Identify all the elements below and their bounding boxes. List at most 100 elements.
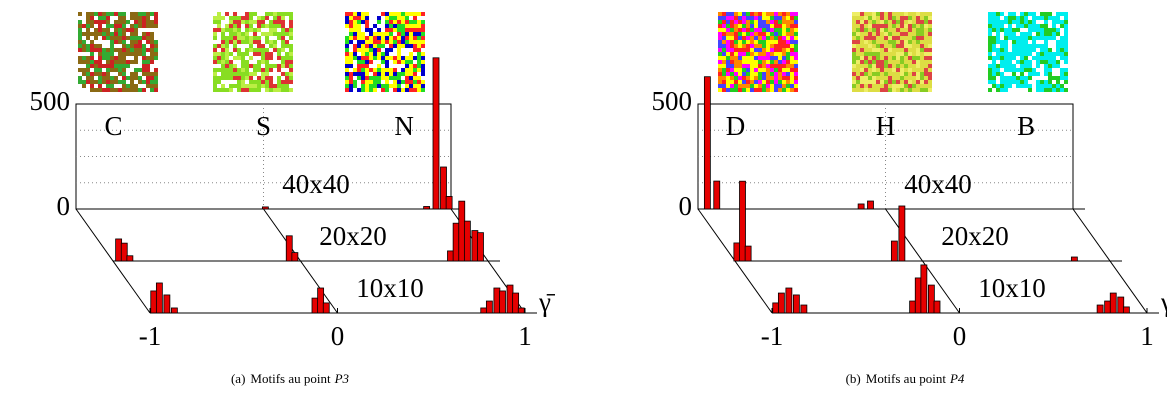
- pattern-cell: [766, 56, 770, 60]
- pattern-cell: [245, 60, 249, 64]
- pattern-cell: [746, 12, 750, 16]
- pattern-cell: [417, 12, 421, 16]
- pattern-cell: [996, 48, 1000, 52]
- pattern-cell: [1056, 28, 1060, 32]
- pattern-cell: [896, 88, 900, 92]
- pattern-cell: [928, 88, 932, 92]
- pattern-cell: [353, 88, 357, 92]
- pattern-cell: [261, 68, 265, 72]
- pattern-cell: [233, 56, 237, 60]
- pattern-cell: [114, 32, 118, 36]
- pattern-cell: [928, 16, 932, 20]
- pattern-cell: [1036, 20, 1040, 24]
- pattern-cell: [876, 88, 880, 92]
- pattern-cell: [126, 80, 130, 84]
- pattern-cell: [794, 40, 798, 44]
- pattern-cell: [126, 88, 130, 92]
- pattern-cell: [134, 84, 138, 88]
- pattern-cell: [413, 16, 417, 20]
- pattern-cell: [118, 24, 122, 28]
- pattern-cell: [265, 64, 269, 68]
- pattern-cell: [130, 28, 134, 32]
- pattern-cell: [265, 88, 269, 92]
- pattern-cell: [393, 48, 397, 52]
- pattern-cell: [916, 64, 920, 68]
- pattern-cell: [884, 48, 888, 52]
- pattern-cell: [794, 84, 798, 88]
- pattern-cell: [381, 84, 385, 88]
- pattern-cell: [142, 12, 146, 16]
- pattern-cell: [888, 56, 892, 60]
- pattern-cell: [221, 28, 225, 32]
- pattern-cell: [722, 24, 726, 28]
- pattern-cell: [102, 88, 106, 92]
- pattern-cell: [257, 56, 261, 60]
- pattern-cell: [417, 64, 421, 68]
- pattern-cell: [908, 44, 912, 48]
- pattern-cell: [369, 88, 373, 92]
- pattern-cell: [750, 24, 754, 28]
- pattern-cell: [146, 60, 150, 64]
- pattern-cell: [150, 16, 154, 20]
- pattern-cell: [912, 76, 916, 80]
- pattern-cell: [1000, 84, 1004, 88]
- pattern-cell: [417, 56, 421, 60]
- pattern-cell: [253, 28, 257, 32]
- pattern-cell: [1004, 72, 1008, 76]
- pattern-cell: [726, 68, 730, 72]
- pattern-cell: [381, 64, 385, 68]
- pattern-cell: [213, 84, 217, 88]
- pattern-cell: [122, 36, 126, 40]
- pattern-cell: [217, 52, 221, 56]
- pattern-cell: [1008, 72, 1012, 76]
- pattern-cell: [142, 80, 146, 84]
- pattern-cell: [1008, 84, 1012, 88]
- pattern-cell: [766, 76, 770, 80]
- pattern-cell: [876, 60, 880, 64]
- pattern-cell: [900, 56, 904, 60]
- pattern-cell: [1048, 52, 1052, 56]
- pattern-cell: [142, 36, 146, 40]
- pattern-cell: [892, 44, 896, 48]
- pattern-cell: [916, 80, 920, 84]
- pattern-cell: [774, 20, 778, 24]
- pattern-cell: [726, 60, 730, 64]
- pattern-cell: [1028, 24, 1032, 28]
- pattern-cell: [1008, 80, 1012, 84]
- pattern-cell: [852, 20, 856, 24]
- pattern-cell: [726, 32, 730, 36]
- pattern-cell: [1048, 56, 1052, 60]
- pattern-cell: [257, 80, 261, 84]
- pattern-cell: [1036, 72, 1040, 76]
- pattern-cell: [908, 68, 912, 72]
- pattern-cell: [102, 24, 106, 28]
- pattern-cell: [1044, 16, 1048, 20]
- pattern-cell: [718, 88, 722, 92]
- pattern-cell: [988, 64, 992, 68]
- pattern-cell: [1012, 36, 1016, 40]
- pattern-cell: [864, 16, 868, 20]
- pattern-cell: [860, 84, 864, 88]
- pattern-cell: [1044, 48, 1048, 52]
- pattern-cell: [1040, 84, 1044, 88]
- pattern-cell: [217, 12, 221, 16]
- pattern-cell: [150, 32, 154, 36]
- pattern-cell: [122, 20, 126, 24]
- pattern-cell: [1036, 36, 1040, 40]
- pattern-cell: [778, 60, 782, 64]
- pattern-cell: [920, 52, 924, 56]
- pattern-cell: [790, 84, 794, 88]
- pattern-cell: [730, 60, 734, 64]
- pattern-cell: [373, 28, 377, 32]
- pattern-cell: [421, 60, 425, 64]
- pattern-cell: [1052, 32, 1056, 36]
- pattern-cell: [154, 72, 158, 76]
- pattern-cell: [1036, 32, 1040, 36]
- pattern-cell: [225, 44, 229, 48]
- pattern-cell: [118, 20, 122, 24]
- bar: [471, 230, 479, 262]
- pattern-cell: [289, 16, 293, 20]
- pattern-cell: [118, 84, 122, 88]
- pattern-cell: [221, 60, 225, 64]
- pattern-cell: [381, 12, 385, 16]
